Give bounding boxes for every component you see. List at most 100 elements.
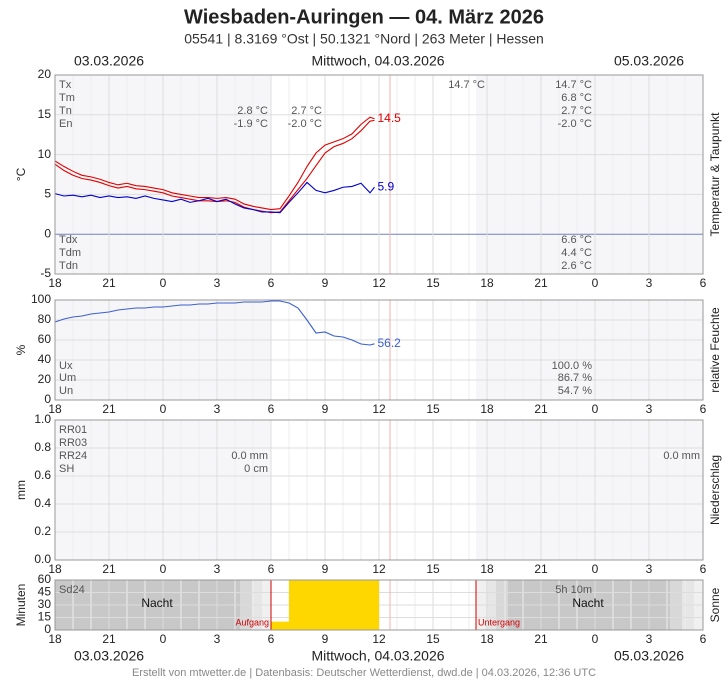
y-tick-label: 0.8 [34, 440, 51, 454]
y-tick-label: 0 [44, 622, 51, 636]
x-tick-label: 6 [700, 562, 707, 576]
footer: Erstellt von mtwetter.de | Datenbasis: D… [132, 667, 596, 679]
x-tick-label: 0 [592, 632, 599, 646]
date-left: 03.03.2026 [74, 648, 144, 664]
stat-value: 86.7 % [558, 372, 592, 384]
stat-value: -2.0 °C [288, 118, 322, 130]
stat-label: Tm [59, 92, 75, 104]
stat-value: 54.7 % [558, 385, 592, 397]
stat-value: -2.0 °C [558, 118, 592, 130]
bar [361, 580, 379, 630]
y-tick-label: 80 [38, 312, 52, 326]
x-tick-label: 3 [646, 402, 653, 416]
x-tick-label: 18 [480, 276, 494, 290]
x-tick-label: 9 [322, 632, 329, 646]
x-tick-label: 18 [48, 402, 62, 416]
x-tick-label: 9 [322, 402, 329, 416]
side-label: Niederschlag [708, 455, 722, 525]
stat-label: RR03 [59, 437, 87, 449]
plot-frame [54, 419, 704, 561]
plot-frame [54, 579, 704, 631]
x-tick-label: 21 [534, 402, 548, 416]
side-label: relative Feuchte [708, 307, 722, 393]
stat-value: 2.7 °C [561, 105, 592, 117]
stat-label: Tdn [59, 260, 78, 272]
bar [289, 580, 307, 630]
stat-value: 0.0 mm [231, 450, 268, 462]
x-tick-label: 0 [160, 562, 167, 576]
date-center: Mittwoch, 04.03.2026 [311, 648, 444, 664]
x-tick-label: 15 [426, 632, 440, 646]
end-value-label: 14.5 [378, 111, 402, 125]
x-tick-label: 21 [534, 276, 548, 290]
x-tick-label: 6 [268, 562, 275, 576]
stat-value: 14.7 °C [448, 79, 485, 91]
stat-label: Ux [59, 360, 73, 372]
x-tick-label: 6 [268, 276, 275, 290]
stat-label: RR24 [59, 450, 87, 462]
y-tick-label: 5 [44, 187, 51, 201]
night-shade [476, 75, 703, 274]
stat-value: 6.6 °C [561, 234, 592, 246]
side-label: Sonne [708, 587, 722, 622]
x-tick-label: 3 [646, 562, 653, 576]
bar [343, 580, 361, 630]
y-tick-label: 20 [38, 372, 52, 386]
date-right: 05.03.2026 [614, 53, 684, 69]
x-tick-label: 18 [480, 562, 494, 576]
x-tick-label: 18 [48, 276, 62, 290]
date-center: Mittwoch, 04.03.2026 [311, 53, 444, 69]
y-axis-label: °C [14, 167, 28, 181]
stat-label: Um [59, 372, 76, 384]
note: Nacht [572, 596, 604, 610]
series-line [54, 116, 375, 211]
x-tick-label: 18 [480, 402, 494, 416]
y-tick-label: 0.0 [34, 552, 51, 566]
x-tick-label: 3 [646, 632, 653, 646]
x-tick-label: 18 [48, 562, 62, 576]
y-tick-label: 30 [38, 597, 52, 611]
y-tick-label: 0.2 [34, 524, 51, 538]
note: Untergang [478, 617, 520, 627]
y-tick-label: 0.4 [34, 496, 51, 510]
x-tick-label: 18 [48, 632, 62, 646]
y-tick-label: 1.0 [34, 412, 51, 426]
y-tick-label: 45 [38, 585, 52, 599]
y-axis-label: Minuten [14, 584, 28, 627]
stat-value: -1.9 °C [234, 118, 268, 130]
x-tick-label: 9 [322, 562, 329, 576]
y-tick-label: 60 [38, 332, 52, 346]
stat-label: Sd24 [59, 584, 85, 596]
x-tick-label: 15 [426, 562, 440, 576]
night-shade [476, 420, 703, 560]
y-axis-label: % [14, 344, 28, 355]
y-tick-label: 0.6 [34, 468, 51, 482]
y-tick-label: 40 [38, 352, 52, 366]
stat-label: Tn [59, 105, 72, 117]
bar [307, 580, 325, 630]
x-tick-label: 3 [214, 562, 221, 576]
x-tick-label: 12 [372, 402, 386, 416]
x-tick-label: 0 [592, 276, 599, 290]
x-tick-label: 6 [700, 632, 707, 646]
x-tick-label: 0 [160, 276, 167, 290]
x-tick-label: 21 [102, 276, 116, 290]
stat-value: 100.0 % [552, 360, 593, 372]
stat-value: 14.7 °C [555, 79, 592, 91]
title: Wiesbaden-Auringen — 04. März 2026 [184, 6, 544, 28]
x-tick-label: 9 [322, 276, 329, 290]
x-tick-label: 18 [480, 632, 494, 646]
bar [271, 621, 289, 630]
stat-label: RR01 [59, 424, 87, 436]
date-right: 05.03.2026 [614, 648, 684, 664]
x-tick-label: 3 [646, 276, 653, 290]
stat-value: 6.8 °C [561, 92, 592, 104]
y-tick-label: 20 [38, 67, 52, 81]
plot-frame [54, 299, 704, 401]
x-tick-label: 0 [160, 402, 167, 416]
stat-value: 4.4 °C [561, 247, 592, 259]
bar [325, 580, 343, 630]
note: Aufgang [235, 617, 269, 627]
end-value-label: 56.2 [378, 336, 402, 350]
series-line [54, 181, 375, 214]
